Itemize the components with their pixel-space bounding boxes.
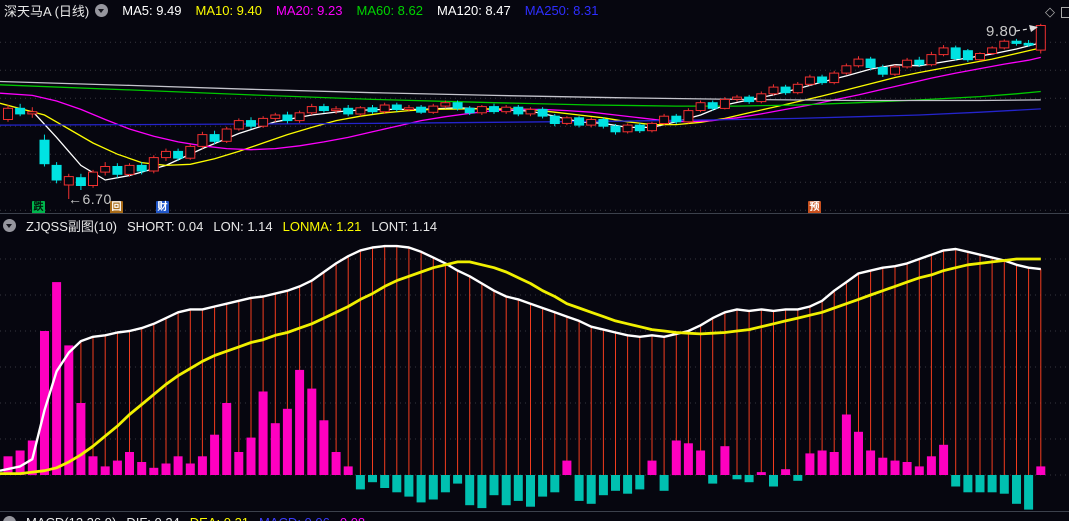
chevron-down-icon[interactable]	[3, 515, 16, 521]
cutoff-seg-1: DIF: 0.24	[126, 515, 179, 521]
indicator-header: ZJQSS副图(10) SHORT: 0.04 LON: 1.14 LONMA: 1.…	[0, 214, 1069, 236]
lon-value: LON: 1.14	[213, 218, 273, 234]
candles-layer	[3, 23, 1046, 199]
main-price-chart[interactable]	[0, 21, 1069, 213]
event-badge[interactable]: 预	[808, 201, 821, 214]
panel-divider	[0, 511, 1069, 512]
indicator-gridlines	[0, 258, 1069, 476]
indicator-values-row: ZJQSS副图(10) SHORT: 0.04 LON: 1.14 LONMA: 1.…	[16, 216, 437, 235]
price-gridlines	[0, 41, 1069, 211]
arrowhead-icon	[1029, 25, 1038, 32]
indicator-chart[interactable]	[0, 236, 1069, 511]
cutoff-seg-3: MACD: 0.06	[259, 515, 330, 521]
partial-square-icon[interactable]	[1061, 7, 1069, 18]
event-badge[interactable]: 回	[110, 201, 123, 214]
main-chart-header: 深天马A (日线) MA5: 9.49 MA10: 9.40 MA20: 9.23 M…	[0, 0, 1069, 21]
chevron-down-icon[interactable]	[95, 4, 109, 17]
panel-divider	[0, 213, 1069, 214]
ma120-line	[0, 80, 1041, 102]
ma-values-row: MA5: 9.49 MA10: 9.40 MA20: 9.23 MA60: 8.62 M…	[108, 3, 598, 18]
event-badge[interactable]: 财	[156, 201, 169, 214]
ma10-line	[0, 47, 1041, 167]
lonma-value: LONMA: 1.21	[282, 218, 362, 234]
cutoff-seg-4: 0.08	[340, 515, 365, 521]
ma5-line	[31, 42, 1041, 181]
ma20-label: MA20: 9.23	[276, 3, 343, 18]
lont-value: LONT: 1.14	[371, 218, 438, 234]
short-value: SHORT: 0.04	[127, 218, 204, 234]
ma10-label: MA10: 9.40	[195, 3, 263, 18]
lonma-line	[0, 257, 1041, 475]
chevron-down-icon[interactable]	[3, 218, 16, 232]
ma250-label: MA250: 8.31	[524, 3, 599, 18]
price-annotation-low: ←6.70	[68, 191, 112, 207]
cutoff-values-row: MACD(12,26,9) DIF: 0.24 DEA: 0.21 MACD: 0.0…	[16, 515, 365, 521]
symbol-title: 深天马A (日线)	[4, 4, 90, 19]
ma60-line	[0, 84, 1041, 107]
event-badge[interactable]: 跌	[32, 201, 45, 214]
ma120-label: MA120: 8.47	[437, 3, 511, 18]
ma5-label: MA5: 9.49	[122, 3, 182, 18]
lon-stem-lines	[44, 246, 1042, 475]
money-flow-bars	[3, 282, 1046, 510]
ma60-label: MA60: 8.62	[356, 3, 424, 18]
lon-line	[0, 244, 1041, 472]
diamond-icon[interactable]: ◇	[1045, 4, 1055, 19]
price-annotation-high: 9.80	[986, 23, 1018, 40]
cutoff-seg-0: MACD(12,26,9)	[26, 515, 116, 521]
indicator-name: ZJQSS副图(10)	[26, 218, 118, 234]
cutoff-panel-header: MACD(12,26,9) DIF: 0.24 DEA: 0.21 MACD: 0.0…	[0, 512, 1069, 521]
cutoff-seg-2: DEA: 0.21	[190, 515, 249, 521]
